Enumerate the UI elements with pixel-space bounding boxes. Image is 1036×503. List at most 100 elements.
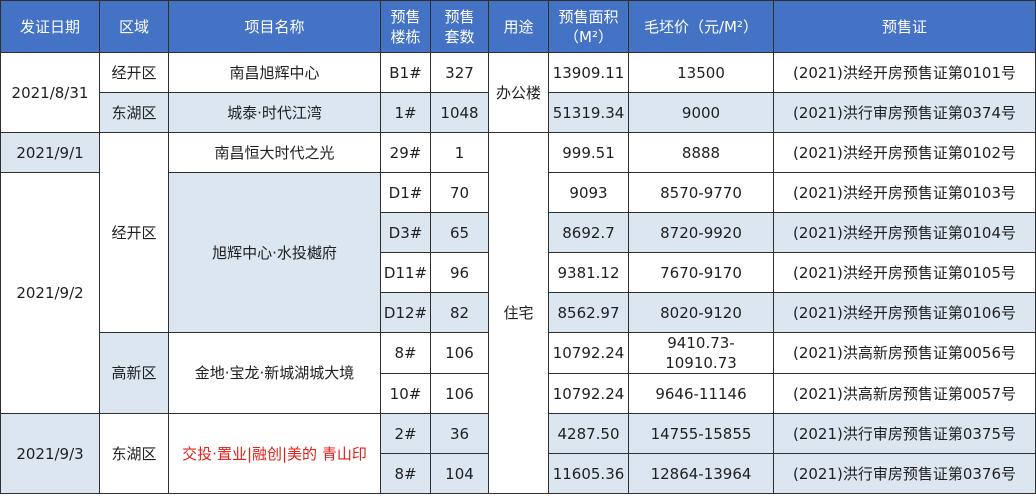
license-cell: (2021)洪经开房预售证第0106号 <box>773 292 1036 333</box>
license-cell: (2021)洪经开房预售证第0103号 <box>773 172 1036 213</box>
header-building-line1: 预售 <box>390 7 421 26</box>
date-cell: 2021/8/31 <box>0 52 100 133</box>
table-row: 高新区 金地·宝龙·新城湖城大境 8# 106 10792.24 9410.73… <box>1 332 1036 414</box>
area-cell: 8692.7 <box>548 212 629 253</box>
header-price: 毛坯价（元/M²） <box>628 0 774 53</box>
table-row: 2021/8/31 经开区 南昌旭辉中心 B1# 327 办公楼 13909.1… <box>0 52 1036 133</box>
license-cell: (2021)洪高新房预售证第0056号 <box>773 332 1036 374</box>
project-cell: 交投·置业|融创|美的 青山印 <box>168 413 381 494</box>
units-cell: 70 <box>430 172 489 213</box>
project-cell: 金地·宝龙·新城湖城大境 <box>168 332 381 414</box>
units-cell: 327 <box>430 52 489 93</box>
building-cell: B1# <box>380 52 431 93</box>
building-cell: D11# <box>380 252 431 293</box>
units-cell: 104 <box>430 453 489 494</box>
license-cell: (2021)洪行审房预售证第0376号 <box>773 453 1036 494</box>
building-cell: 1# <box>380 92 431 133</box>
header-row: 发证日期 区域 项目名称 预售 楼栋 预售 套数 用途 预售面积 （M²） 毛坯… <box>0 0 1036 53</box>
header-building: 预售 楼栋 <box>380 0 431 53</box>
project-cell: 旭辉中心·水投樾府 <box>168 172 381 333</box>
price-cell: 9410.73- 10910.73 <box>628 332 774 374</box>
area-cell: 9093 <box>548 172 629 213</box>
building-cell: 8# <box>380 332 431 374</box>
district-cell: 经开区 <box>99 52 169 93</box>
date-cell: 2021/9/2 <box>0 172 100 414</box>
area-cell: 10792.24 <box>548 373 629 414</box>
license-cell: (2021)洪高新房预售证第0057号 <box>773 373 1036 414</box>
building-cell: 10# <box>380 373 431 414</box>
price-cell: 9646-11146 <box>628 373 774 414</box>
table-row: D11# 96 9381.12 7670-9170 (2021)洪经开房预售证第… <box>1 252 1036 293</box>
header-area: 预售面积 （M²） <box>548 0 629 53</box>
header-units-line1: 预售 <box>444 7 475 26</box>
area-cell: 9381.12 <box>548 252 629 293</box>
project-cell: 南昌恒大时代之光 <box>168 132 381 173</box>
building-cell: 2# <box>380 413 431 454</box>
building-cell: 29# <box>380 132 431 173</box>
date-cell: 2021/9/1 <box>0 132 100 173</box>
area-cell: 13909.11 <box>548 52 629 93</box>
district-cell: 东湖区 <box>99 413 169 494</box>
price-cell: 8570-9770 <box>628 172 774 213</box>
area-cell: 4287.50 <box>548 413 629 454</box>
license-cell: (2021)洪经开房预售证第0101号 <box>773 52 1036 93</box>
units-cell: 106 <box>430 373 489 414</box>
table-row: D12# 82 8562.97 8020-9120 (2021)洪经开房预售证第… <box>1 292 1036 333</box>
area-cell: 999.51 <box>548 132 629 173</box>
header-date: 发证日期 <box>0 0 100 53</box>
usage-cell: 住宅 <box>488 132 549 494</box>
building-cell: D12# <box>380 292 431 333</box>
area-cell: 11605.36 <box>548 453 629 494</box>
license-cell: (2021)洪经开房预售证第0104号 <box>773 212 1036 253</box>
price-cell: 12864-13964 <box>628 453 774 494</box>
area-cell: 51319.34 <box>548 92 629 133</box>
license-cell: (2021)洪行审房预售证第0374号 <box>773 92 1036 133</box>
license-cell: (2021)洪经开房预售证第0102号 <box>773 132 1036 173</box>
price-cell: 7670-9170 <box>628 252 774 293</box>
usage-cell: 办公楼 <box>488 52 549 133</box>
header-district: 区域 <box>99 0 169 53</box>
district-cell: 高新区 <box>99 332 169 414</box>
license-cell: (2021)洪行审房预售证第0375号 <box>773 413 1036 454</box>
header-area-line2: （M²） <box>564 27 613 46</box>
date-cell: 2021/9/3 <box>0 413 100 494</box>
area-cell: 8562.97 <box>548 292 629 333</box>
project-cell: 南昌旭辉中心 <box>168 52 381 93</box>
license-cell: (2021)洪经开房预售证第0105号 <box>773 252 1036 293</box>
header-usage: 用途 <box>488 0 549 53</box>
price-cell: 8020-9120 <box>628 292 774 333</box>
price-line-2: 10910.73 <box>665 354 737 372</box>
district-cell: 东湖区 <box>99 92 169 133</box>
building-cell: D3# <box>380 212 431 253</box>
units-cell: 36 <box>430 413 489 454</box>
header-units-line2: 套数 <box>444 27 475 46</box>
units-cell: 106 <box>430 332 489 374</box>
table-row: 2021/9/2 旭辉中心·水投樾府 D1# 70 9093 8570-9770… <box>0 172 1036 414</box>
project-cell: 城泰·时代江湾 <box>168 92 381 133</box>
units-cell: 1048 <box>430 92 489 133</box>
units-cell: 96 <box>430 252 489 293</box>
table-row: 2021/9/3 东湖区 交投·置业|融创|美的 青山印 2# 36 4287.… <box>0 413 1036 494</box>
price-line-1: 9410.73- <box>667 334 735 352</box>
price-cell: 14755-15855 <box>628 413 774 454</box>
price-cell: 8888 <box>628 132 774 173</box>
units-cell: 1 <box>430 132 489 173</box>
building-cell: D1# <box>380 172 431 213</box>
header-units: 预售 套数 <box>430 0 489 53</box>
price-cell: 8720-9920 <box>628 212 774 253</box>
header-building-line2: 楼栋 <box>390 27 421 46</box>
header-project: 项目名称 <box>168 0 381 53</box>
district-cell: 经开区 <box>99 132 169 333</box>
price-cell: 9000 <box>628 92 774 133</box>
header-area-line1: 预售面积 <box>558 7 619 26</box>
table-row: 2021/9/1 经开区 南昌恒大时代之光 29# 1 住宅 999.51 88… <box>0 132 1036 494</box>
building-cell: 8# <box>380 453 431 494</box>
area-cell: 10792.24 <box>548 332 629 374</box>
price-cell: 13500 <box>628 52 774 93</box>
table-row: D3# 65 8692.7 8720-9920 (2021)洪经开房预售证第01… <box>1 212 1036 253</box>
header-license: 预售证 <box>773 0 1036 53</box>
table-row: 东湖区 城泰·时代江湾 1# 1048 51319.34 9000 (2021)… <box>1 92 1036 133</box>
units-cell: 65 <box>430 212 489 253</box>
table-row: 8# 104 11605.36 12864-13964 (2021)洪行审房预售… <box>1 453 1036 494</box>
